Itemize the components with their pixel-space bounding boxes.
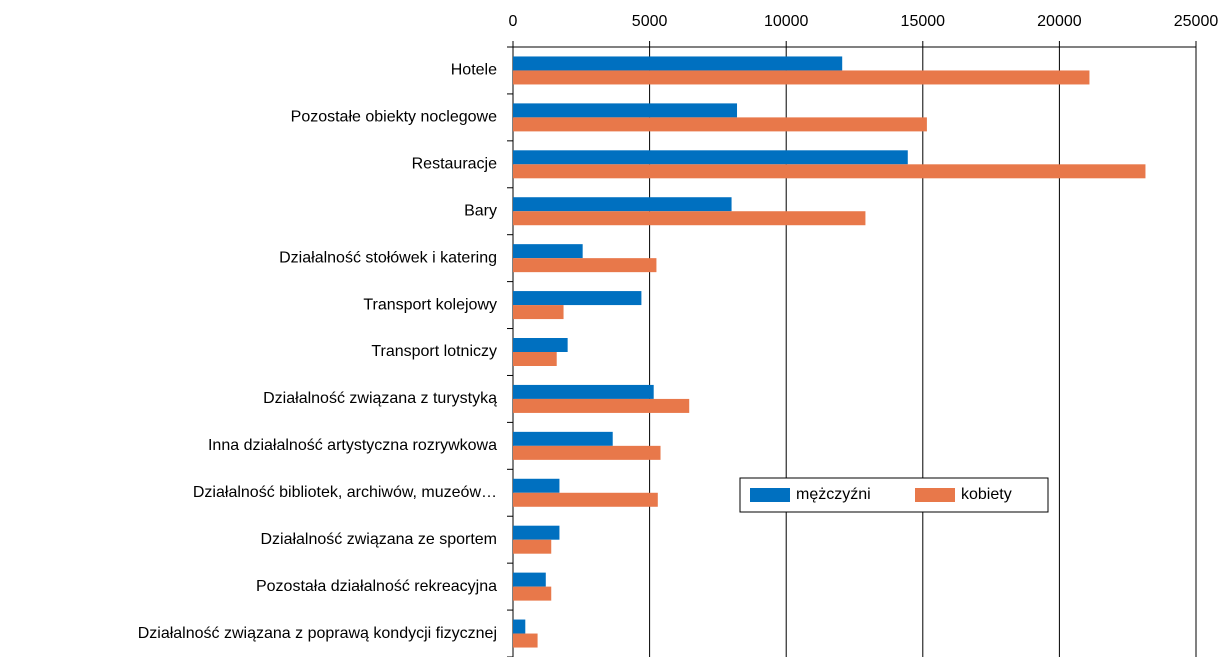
bar bbox=[513, 619, 526, 634]
bar bbox=[513, 633, 538, 648]
bar bbox=[513, 384, 654, 399]
bar bbox=[513, 398, 690, 413]
bar bbox=[513, 56, 843, 71]
bar bbox=[513, 492, 658, 507]
legend-label: mężczyźni bbox=[796, 486, 871, 503]
x-tick-label: 0 bbox=[509, 13, 518, 30]
bar bbox=[513, 244, 583, 259]
y-tick-label: Inna działalność artystyczna rozrywkowa bbox=[208, 437, 497, 454]
bar bbox=[513, 525, 560, 540]
legend-box bbox=[739, 477, 1049, 513]
bar bbox=[513, 258, 657, 273]
bar bbox=[513, 478, 560, 493]
legend-swatch bbox=[750, 488, 790, 502]
bar bbox=[513, 291, 642, 306]
y-tick-label: Bary bbox=[464, 202, 497, 219]
bar bbox=[513, 572, 546, 587]
x-tick-label: 25000 bbox=[1174, 13, 1219, 30]
bar bbox=[513, 445, 661, 460]
bar bbox=[513, 164, 1146, 179]
y-tick-label: Pozostała działalność rekreacyjna bbox=[256, 578, 497, 595]
x-tick-label: 10000 bbox=[764, 13, 809, 30]
bar bbox=[513, 70, 1090, 85]
bar bbox=[513, 352, 557, 366]
y-tick-label: Hotele bbox=[451, 62, 497, 79]
y-tick-label: Transport kolejowy bbox=[363, 296, 497, 313]
bar bbox=[513, 305, 564, 320]
x-tick-label: 5000 bbox=[632, 13, 668, 30]
y-tick-label: Transport lotniczy bbox=[371, 343, 497, 360]
bar bbox=[513, 338, 568, 352]
bar bbox=[513, 103, 738, 118]
bar bbox=[513, 150, 908, 165]
bar bbox=[513, 431, 613, 446]
legend: mężczyźni kobiety bbox=[739, 477, 1049, 513]
x-tick-label: 20000 bbox=[1037, 13, 1082, 30]
legend-label: kobiety bbox=[961, 486, 1012, 503]
y-tick-label: Działalność związana ze sportem bbox=[260, 531, 497, 548]
bar bbox=[513, 197, 732, 212]
y-tick-label: Restauracje bbox=[412, 156, 497, 173]
y-tick-label: Działalność związana z poprawą kondycji … bbox=[138, 625, 497, 642]
bar bbox=[513, 539, 552, 554]
bar bbox=[513, 211, 866, 226]
legend-swatch bbox=[915, 488, 955, 502]
y-tick-label: Pozostałe obiekty noclegowe bbox=[291, 109, 497, 126]
y-tick-label: Działalność związana z turystyką bbox=[263, 390, 497, 407]
bar bbox=[513, 117, 927, 132]
x-tick-label: 15000 bbox=[901, 13, 946, 30]
bar bbox=[513, 586, 552, 601]
y-tick-label: Działalność bibliotek, archiwów, muzeów… bbox=[193, 484, 497, 501]
y-tick-label: Działalność stołówek i katering bbox=[279, 249, 497, 266]
